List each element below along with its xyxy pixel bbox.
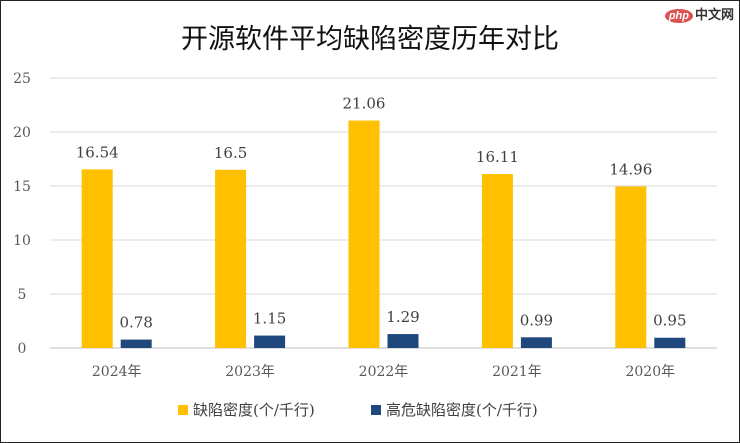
y-tick-label: 15 xyxy=(13,179,31,195)
php-logo: php xyxy=(664,9,693,23)
legend-label: 高危缺陷密度(个/千行) xyxy=(386,401,538,419)
y-tick-label: 5 xyxy=(18,287,27,303)
bar-defect-density xyxy=(348,120,380,348)
data-label: 1.15 xyxy=(253,310,286,328)
bar-defect-density xyxy=(615,186,647,348)
x-tick-label: 2021年 xyxy=(492,364,542,380)
bar-defect-density xyxy=(81,169,113,348)
legend-swatch xyxy=(178,405,188,415)
data-label: 0.95 xyxy=(653,312,686,330)
y-tick-label: 10 xyxy=(13,233,31,249)
bar-high-risk-density xyxy=(654,337,686,348)
chart-title: 开源软件平均缺陷密度历年对比 xyxy=(181,24,559,55)
data-label: 16.5 xyxy=(214,144,247,162)
data-label: 0.78 xyxy=(119,314,152,332)
y-tick-label: 25 xyxy=(13,71,31,87)
data-label: 14.96 xyxy=(609,160,652,178)
x-tick-label: 2024年 xyxy=(92,364,142,380)
x-tick-label: 2022年 xyxy=(359,364,409,380)
watermark-logo: php 中文网 xyxy=(664,4,734,23)
bar-defect-density xyxy=(481,174,513,348)
bar-high-risk-density xyxy=(387,334,419,348)
legend-swatch xyxy=(371,405,381,415)
data-label: 16.11 xyxy=(476,148,519,166)
y-tick-label: 0 xyxy=(18,341,27,357)
watermark-text: 中文网 xyxy=(694,7,734,22)
x-tick-label: 2020年 xyxy=(625,364,675,380)
bar-defect-density xyxy=(215,169,247,348)
data-label: 1.29 xyxy=(386,308,419,326)
x-tick-label: 2023年 xyxy=(225,364,275,380)
data-label: 0.99 xyxy=(520,311,553,329)
bar-high-risk-density xyxy=(520,337,552,348)
data-label: 21.06 xyxy=(343,95,386,113)
bar-high-risk-density xyxy=(254,335,286,348)
data-label: 16.54 xyxy=(76,143,119,161)
bar-high-risk-density xyxy=(120,339,152,348)
y-tick-label: 20 xyxy=(13,125,31,141)
legend-label: 缺陷密度(个/千行) xyxy=(193,401,315,419)
